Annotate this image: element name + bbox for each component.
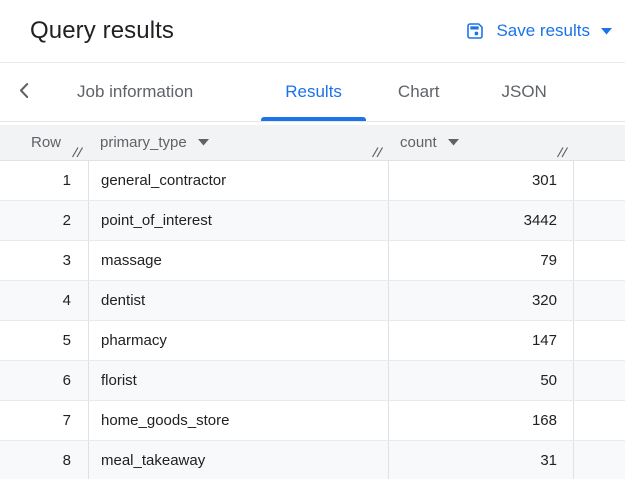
tab-label: JSON xyxy=(501,82,547,101)
table-row: 4 dentist 320 xyxy=(0,281,625,321)
table-row: 5 pharmacy 147 xyxy=(0,321,625,361)
page-title: Query results xyxy=(30,17,175,44)
tab-job-information[interactable]: Job information xyxy=(53,63,217,121)
scroll-tabs-left-button[interactable] xyxy=(9,63,37,121)
count-cell: 3442 xyxy=(388,201,573,240)
count-cell: 320 xyxy=(388,281,573,320)
table-row: 2 point_of_interest 3442 xyxy=(0,201,625,241)
count-cell: 147 xyxy=(388,321,573,360)
column-resize-handle[interactable] xyxy=(371,145,384,158)
save-results-label: Save results xyxy=(496,21,590,40)
table-body: 1 general_contractor 301 2 point_of_inte… xyxy=(0,161,625,479)
primary-type-cell: meal_takeaway xyxy=(88,441,388,479)
tab-label: Chart xyxy=(397,82,440,101)
filler-cell xyxy=(573,241,625,280)
column-label: Row xyxy=(31,134,62,151)
tabbar: Job information Results Chart JSON xyxy=(0,63,625,122)
column-resize-handle[interactable] xyxy=(556,145,569,158)
results-table: Row primary_type coun xyxy=(0,125,625,479)
column-header-filler xyxy=(573,125,625,160)
column-header-primary-type: primary_type xyxy=(88,125,388,160)
count-cell: 168 xyxy=(388,401,573,440)
column-label: count xyxy=(400,134,437,151)
table-row: 3 massage 79 xyxy=(0,241,625,281)
filler-cell xyxy=(573,201,625,240)
column-header-row: Row xyxy=(0,125,88,160)
filler-cell xyxy=(573,441,625,479)
row-number-cell: 4 xyxy=(62,292,71,309)
primary-type-cell: massage xyxy=(88,241,388,280)
primary-type-cell: florist xyxy=(88,361,388,400)
count-cell: 50 xyxy=(388,361,573,400)
count-cell: 301 xyxy=(388,161,573,200)
count-cell: 31 xyxy=(388,441,573,479)
table-row: 7 home_goods_store 168 xyxy=(0,401,625,441)
row-number-cell: 7 xyxy=(62,412,71,429)
row-number-cell: 8 xyxy=(62,452,71,469)
chevron-left-icon xyxy=(18,82,29,102)
primary-type-cell: general_contractor xyxy=(88,161,388,200)
row-number-cell: 5 xyxy=(62,332,71,349)
tab-label: Results xyxy=(285,82,342,101)
filler-cell xyxy=(573,401,625,440)
tab-results[interactable]: Results xyxy=(261,63,366,121)
table-row: 8 meal_takeaway 31 xyxy=(0,441,625,479)
table-row: 1 general_contractor 301 xyxy=(0,161,625,201)
tab-json[interactable]: JSON xyxy=(478,63,571,121)
save-icon xyxy=(465,21,485,41)
count-cell: 79 xyxy=(388,241,573,280)
primary-type-cell: dentist xyxy=(88,281,388,320)
tab-chart[interactable]: Chart xyxy=(374,63,464,121)
primary-type-cell: pharmacy xyxy=(88,321,388,360)
filler-cell xyxy=(573,281,625,320)
column-resize-handle[interactable] xyxy=(71,145,84,158)
table-row: 6 florist 50 xyxy=(0,361,625,401)
table-header-row: Row primary_type coun xyxy=(0,125,625,161)
column-label: primary_type xyxy=(100,134,187,151)
filler-cell xyxy=(573,361,625,400)
save-results-button[interactable]: Save results xyxy=(465,21,612,41)
primary-type-cell: home_goods_store xyxy=(88,401,388,440)
column-menu-caret-icon[interactable] xyxy=(447,139,459,146)
filler-cell xyxy=(573,161,625,200)
titlebar: Query results Save results xyxy=(0,0,625,63)
filler-cell xyxy=(573,321,625,360)
column-menu-caret-icon[interactable] xyxy=(197,139,209,146)
row-number-cell: 1 xyxy=(62,172,71,189)
column-header-count: count xyxy=(388,125,573,160)
save-dropdown-caret-icon xyxy=(601,27,612,35)
row-number-cell: 2 xyxy=(62,212,71,229)
tab-label: Job information xyxy=(77,82,194,101)
row-number-cell: 3 xyxy=(62,252,71,269)
primary-type-cell: point_of_interest xyxy=(88,201,388,240)
row-number-cell: 6 xyxy=(62,372,71,389)
